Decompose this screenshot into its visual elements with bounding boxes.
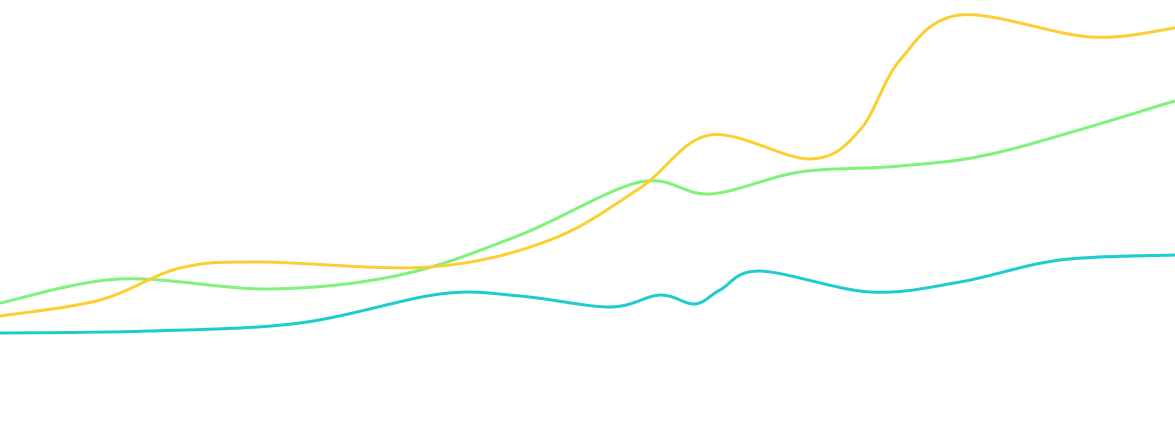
series-line — [0, 13, 1175, 318]
series-line — [0, 99, 1175, 305]
series-line — [0, 253, 1175, 335]
